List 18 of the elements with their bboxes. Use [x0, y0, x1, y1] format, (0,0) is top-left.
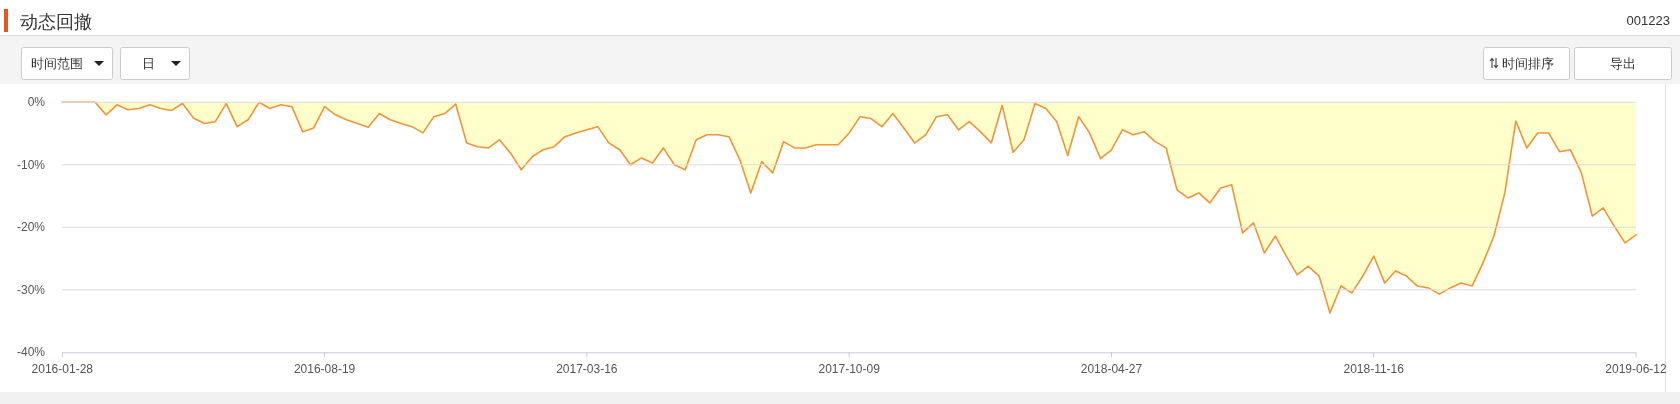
y-tick-label: 0% [27, 95, 45, 110]
y-tick-label: -30% [17, 282, 45, 297]
y-tick-label: -10% [17, 157, 45, 172]
button-label: 时间范围 [31, 56, 83, 71]
x-tick-label: 2019-06-12 [1605, 362, 1667, 376]
button-label: 导出 [1609, 56, 1636, 71]
button-label: 时间排序 [1502, 56, 1554, 71]
title: 动态回撤 [20, 12, 92, 32]
subtitle: 001223 [1626, 13, 1670, 28]
y-tick-label: -40% [17, 345, 45, 360]
x-tick-label: 2018-11-16 [1343, 362, 1404, 376]
x-tick-label: 2017-03-16 [556, 362, 618, 376]
x-tick-label: 2018-04-27 [1080, 362, 1143, 376]
button-label: 日 [142, 56, 155, 71]
x-tick-label: 2016-08-19 [293, 362, 356, 376]
x-tick-label: 2016-01-28 [31, 362, 93, 376]
x-tick-label: 2017-10-09 [818, 362, 880, 376]
y-tick-label: -20% [17, 220, 45, 235]
